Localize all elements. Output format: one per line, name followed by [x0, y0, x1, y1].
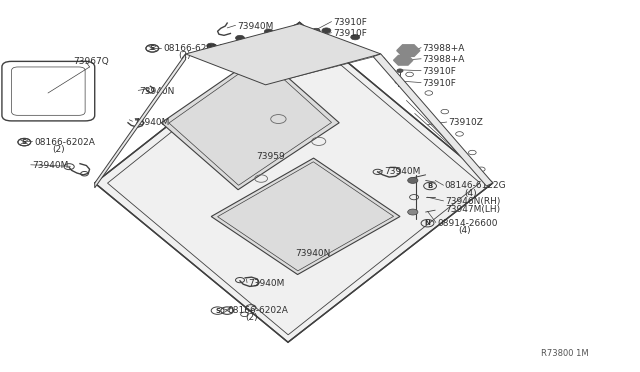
Polygon shape: [95, 54, 186, 188]
Text: 73910F: 73910F: [333, 18, 367, 27]
Text: S: S: [22, 139, 27, 145]
Text: (2): (2): [178, 51, 191, 60]
Text: 08166-6202A: 08166-6202A: [163, 44, 224, 53]
Text: 73940N: 73940N: [296, 249, 331, 258]
Circle shape: [408, 177, 418, 183]
Text: 73940N: 73940N: [140, 87, 175, 96]
Text: 73940M: 73940M: [384, 167, 420, 176]
Circle shape: [403, 47, 414, 54]
Text: (4): (4): [464, 189, 477, 198]
Text: B: B: [428, 183, 433, 189]
Circle shape: [408, 209, 418, 215]
Text: 73940M: 73940M: [32, 161, 68, 170]
Polygon shape: [211, 158, 400, 275]
Text: 08166-6202A: 08166-6202A: [227, 306, 288, 315]
Text: N: N: [424, 220, 431, 226]
Polygon shape: [394, 55, 413, 65]
Text: (2): (2): [245, 313, 258, 322]
Text: 73947M(LH): 73947M(LH): [445, 205, 500, 214]
Circle shape: [312, 28, 320, 33]
Text: 73910Z: 73910Z: [448, 118, 483, 127]
Text: 08914-26600: 08914-26600: [437, 219, 498, 228]
Polygon shape: [397, 45, 420, 57]
Text: 73988+A: 73988+A: [422, 44, 465, 53]
Polygon shape: [186, 24, 381, 85]
Circle shape: [236, 35, 244, 41]
Polygon shape: [161, 54, 339, 190]
Text: 73940M: 73940M: [133, 118, 170, 126]
Text: S: S: [215, 308, 220, 314]
Text: 73940M: 73940M: [248, 279, 285, 288]
Circle shape: [399, 58, 408, 63]
Text: (2): (2): [52, 145, 65, 154]
Text: R73800 1M: R73800 1M: [541, 349, 589, 358]
Circle shape: [264, 29, 273, 34]
Circle shape: [397, 69, 403, 73]
Text: 73910F: 73910F: [422, 67, 456, 76]
Text: 73959: 73959: [256, 152, 285, 161]
Text: 73988+A: 73988+A: [422, 55, 465, 64]
Text: 73946N(RH): 73946N(RH): [445, 197, 500, 206]
Circle shape: [293, 24, 302, 29]
Text: 73940M: 73940M: [237, 22, 273, 31]
Circle shape: [351, 35, 360, 40]
Circle shape: [312, 34, 320, 39]
Text: 08146-6122G: 08146-6122G: [445, 182, 506, 190]
Text: 73910F: 73910F: [333, 29, 367, 38]
Text: (4): (4): [458, 226, 471, 235]
Text: S: S: [150, 45, 155, 51]
Text: 73967Q: 73967Q: [74, 57, 109, 66]
Circle shape: [322, 28, 331, 33]
Circle shape: [207, 43, 216, 48]
Polygon shape: [95, 22, 493, 342]
Circle shape: [395, 80, 401, 84]
Text: 08166-6202A: 08166-6202A: [35, 138, 95, 147]
Text: 73910F: 73910F: [422, 79, 456, 88]
Polygon shape: [373, 54, 493, 186]
